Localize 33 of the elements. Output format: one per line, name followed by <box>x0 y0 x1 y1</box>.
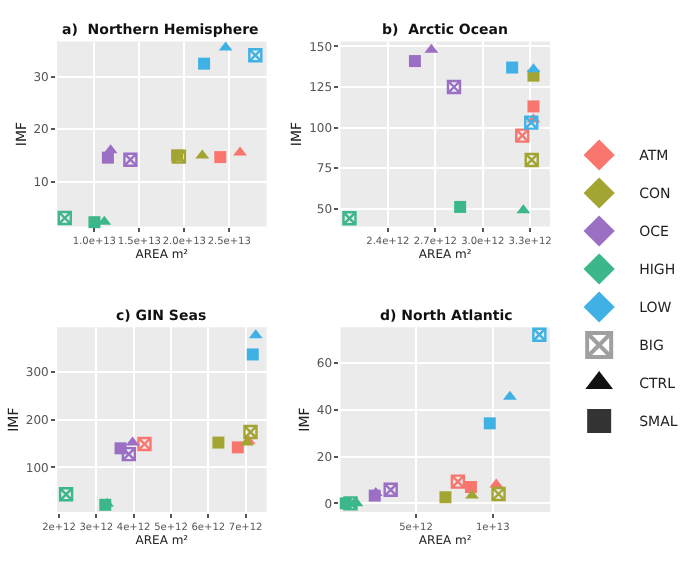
point <box>57 210 72 226</box>
point <box>101 151 114 164</box>
point <box>121 446 136 462</box>
point <box>524 115 539 130</box>
point <box>383 482 398 497</box>
point <box>439 491 452 504</box>
point <box>342 211 357 226</box>
point <box>446 79 462 95</box>
point <box>243 424 258 440</box>
point <box>88 216 101 229</box>
point <box>231 441 244 454</box>
point <box>246 348 259 361</box>
point <box>506 61 519 74</box>
point <box>198 57 211 70</box>
point <box>454 200 467 213</box>
point <box>123 152 138 167</box>
point <box>58 487 74 502</box>
point <box>212 436 225 449</box>
point <box>450 474 466 489</box>
point <box>233 146 247 156</box>
point <box>465 489 479 499</box>
point <box>343 496 358 511</box>
point <box>524 152 539 168</box>
point <box>464 480 477 493</box>
point <box>214 151 227 164</box>
point <box>491 486 506 502</box>
point <box>532 327 547 342</box>
point <box>248 48 263 63</box>
point <box>137 436 152 452</box>
point <box>527 100 540 113</box>
point <box>515 128 530 143</box>
point <box>408 55 421 68</box>
point <box>483 417 496 430</box>
